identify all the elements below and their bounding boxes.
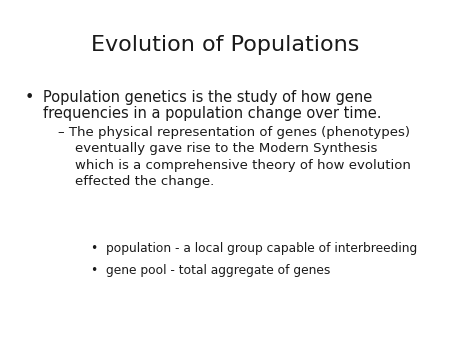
Text: frequencies in a population change over time.: frequencies in a population change over … — [43, 106, 381, 121]
Text: effected the change.: effected the change. — [58, 175, 215, 188]
Text: Evolution of Populations: Evolution of Populations — [91, 35, 359, 55]
Text: population - a local group capable of interbreeding: population - a local group capable of in… — [106, 242, 417, 255]
Text: – The physical representation of genes (phenotypes): – The physical representation of genes (… — [58, 126, 410, 139]
Text: •: • — [90, 264, 97, 276]
Text: which is a comprehensive theory of how evolution: which is a comprehensive theory of how e… — [58, 159, 411, 172]
Text: •: • — [90, 242, 97, 255]
Text: gene pool - total aggregate of genes: gene pool - total aggregate of genes — [106, 264, 330, 276]
Text: eventually gave rise to the Modern Synthesis: eventually gave rise to the Modern Synth… — [58, 142, 378, 155]
Text: •: • — [25, 90, 34, 104]
Text: Population genetics is the study of how gene: Population genetics is the study of how … — [43, 90, 372, 104]
